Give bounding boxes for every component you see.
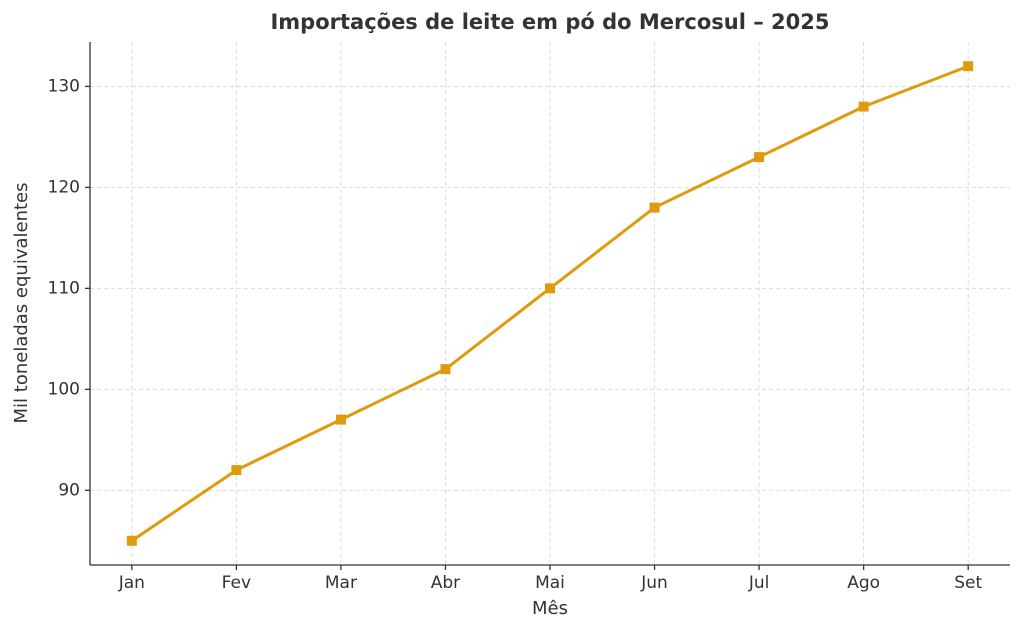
y-tick-label: 100 <box>48 379 80 399</box>
x-tick-label: Abr <box>431 573 460 593</box>
chart-title: Importações de leite em pó do Mercosul –… <box>270 10 829 34</box>
data-point <box>963 61 974 72</box>
data-point <box>545 283 555 294</box>
x-axis-label: Mês <box>532 598 568 619</box>
y-tick-label: 90 <box>58 480 80 500</box>
x-tick-label: Jul <box>748 573 770 593</box>
x-tick-label: Set <box>954 573 982 593</box>
y-tick-label: 130 <box>48 76 80 96</box>
x-tick-label: Mai <box>535 573 565 593</box>
y-tick-label: 120 <box>48 177 80 197</box>
data-point <box>440 364 451 375</box>
data-point <box>649 202 660 213</box>
data-point <box>231 465 242 476</box>
x-tick-label: Mar <box>325 573 357 593</box>
data-point <box>126 535 137 546</box>
x-tick-label: Jun <box>640 573 668 593</box>
data-point <box>754 152 765 163</box>
data-point <box>858 101 869 112</box>
y-tick-label: 110 <box>48 278 80 298</box>
data-point <box>335 414 346 425</box>
y-axis-label: Mil toneladas equivalentes <box>11 183 32 424</box>
x-tick-label: Fev <box>222 573 251 593</box>
x-tick-label: Ago <box>847 573 880 593</box>
x-tick-label: Jan <box>118 573 145 593</box>
